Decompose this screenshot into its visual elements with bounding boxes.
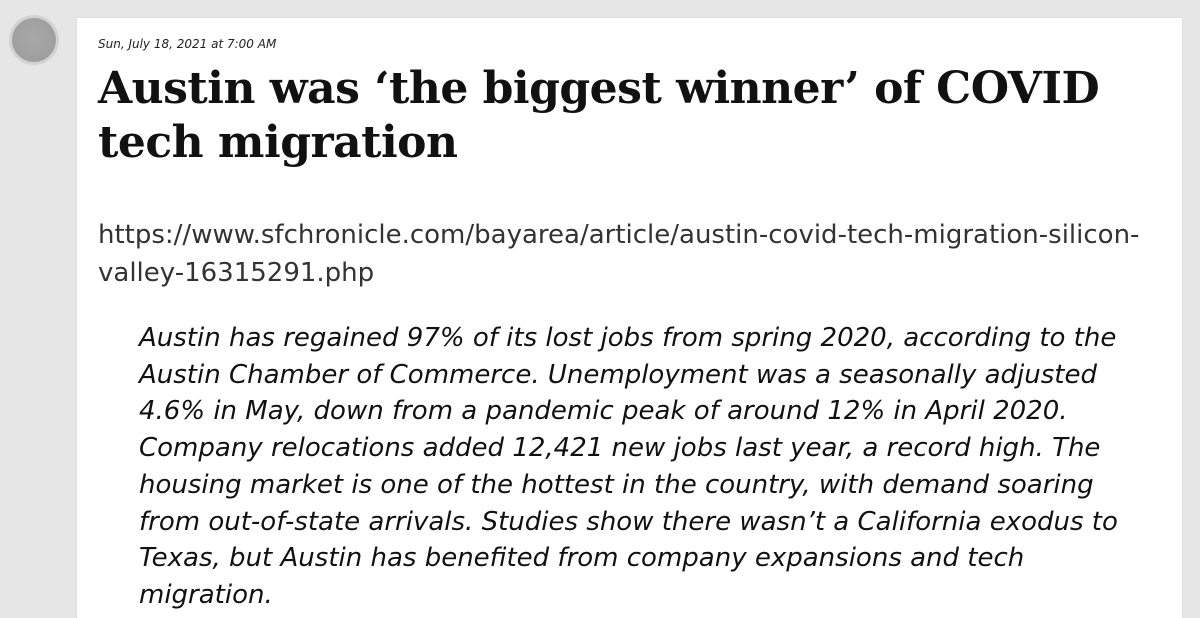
- article-link[interactable]: https://www.sfchronicle.com/bayarea/arti…: [98, 220, 1140, 288]
- post-title: Austin was ‘the biggest winner’ of COVID…: [98, 63, 1100, 168]
- article-quote: Austin has regained 97% of its lost jobs…: [139, 323, 1118, 610]
- post-card: Sun, July 18, 2021 at 7:00 AM Austin was…: [77, 18, 1182, 618]
- avatar[interactable]: [12, 18, 56, 62]
- post-timestamp[interactable]: Sun, July 18, 2021 at 7:00 AM: [98, 37, 277, 51]
